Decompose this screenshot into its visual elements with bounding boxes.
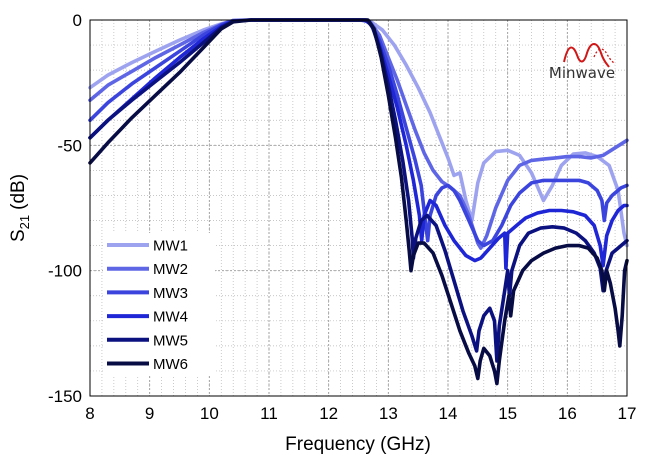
y-tick-label: -50 bbox=[57, 136, 82, 155]
logo-dotted-wave-icon bbox=[593, 48, 616, 65]
x-tick-label: 15 bbox=[498, 404, 517, 423]
legend-label-mw1: MW1 bbox=[153, 238, 188, 255]
logo-wave-icon bbox=[563, 43, 610, 68]
y-axis-label: S21 (dB) bbox=[8, 174, 32, 242]
minwave-logo: Minwave bbox=[549, 43, 616, 82]
y-tick-label: -100 bbox=[48, 262, 82, 281]
x-tick-label: 12 bbox=[319, 404, 338, 423]
y-tick-labels: 0 -50 -100 -150 bbox=[48, 11, 82, 406]
x-tick-label: 16 bbox=[558, 404, 577, 423]
legend-label-mw6: MW6 bbox=[153, 356, 188, 373]
x-tick-label: 11 bbox=[260, 404, 278, 423]
legend-items: MW1 MW2 MW3 MW4 MW5 MW6 bbox=[107, 238, 188, 373]
y-axis-label-sub: 21 bbox=[17, 215, 32, 229]
x-tick-label: 10 bbox=[200, 404, 219, 423]
x-tick-label: 9 bbox=[145, 404, 154, 423]
legend-label-mw2: MW2 bbox=[153, 261, 188, 278]
x-tick-label: 8 bbox=[85, 404, 94, 423]
series-line-mw6 bbox=[88, 18, 629, 386]
legend: MW1 MW2 MW3 MW4 MW5 MW6 bbox=[103, 233, 215, 376]
plot-frame bbox=[89, 19, 628, 397]
x-tick-label: 17 bbox=[618, 404, 637, 423]
y-tick-label: 0 bbox=[73, 11, 82, 30]
y-axis-label-unit: (dB) bbox=[8, 174, 29, 210]
x-axis-label: Frequency (GHz) bbox=[285, 434, 431, 455]
x-tick-labels: 8 9 10 11 12 13 14 15 16 17 bbox=[85, 404, 636, 423]
logo-text: Minwave bbox=[549, 64, 615, 82]
y-tick-label: -150 bbox=[48, 387, 82, 406]
legend-label-mw5: MW5 bbox=[153, 332, 188, 349]
legend-label-mw4: MW4 bbox=[153, 309, 188, 326]
x-tick-label: 13 bbox=[379, 404, 398, 423]
y-axis-label-main: S bbox=[8, 229, 29, 242]
legend-label-mw3: MW3 bbox=[153, 285, 188, 302]
x-tick-label: 14 bbox=[439, 404, 458, 423]
legend-box bbox=[103, 233, 215, 376]
